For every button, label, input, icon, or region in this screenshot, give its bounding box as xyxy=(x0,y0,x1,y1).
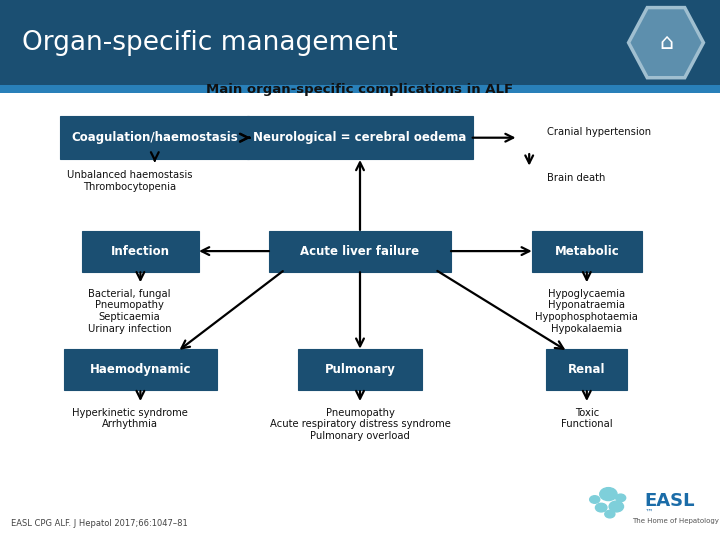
Text: Coagulation/haemostasis: Coagulation/haemostasis xyxy=(71,131,238,144)
Text: Unbalanced haemostasis
Thrombocytopenia: Unbalanced haemostasis Thrombocytopenia xyxy=(67,170,192,192)
Text: Main organ-specific complications in ALF: Main organ-specific complications in ALF xyxy=(207,83,513,96)
Circle shape xyxy=(616,494,626,502)
Text: Toxic
Functional: Toxic Functional xyxy=(561,408,613,429)
Text: Pulmonary: Pulmonary xyxy=(325,363,395,376)
FancyBboxPatch shape xyxy=(248,116,473,159)
Text: Cranial hypertension: Cranial hypertension xyxy=(547,127,652,137)
Circle shape xyxy=(595,503,607,512)
Circle shape xyxy=(609,501,624,512)
Text: Organ-specific management: Organ-specific management xyxy=(22,30,397,56)
Circle shape xyxy=(605,510,615,518)
Text: Hyperkinetic syndrome
Arrhythmia: Hyperkinetic syndrome Arrhythmia xyxy=(72,408,187,429)
Text: Bacterial, fungal
Pneumopathy
Septicaemia
Urinary infection: Bacterial, fungal Pneumopathy Septicaemi… xyxy=(88,289,171,334)
Text: Acute liver failure: Acute liver failure xyxy=(300,245,420,258)
Text: The Home of Hepatology: The Home of Hepatology xyxy=(632,518,719,524)
FancyBboxPatch shape xyxy=(298,349,422,390)
FancyBboxPatch shape xyxy=(0,0,720,85)
Text: Hypoglycaemia
Hyponatraemia
Hypophosphotaemia
Hypokalaemia: Hypoglycaemia Hyponatraemia Hypophosphot… xyxy=(536,289,638,334)
Text: EASL CPG ALF. J Hepatol 2017;66:1047–81: EASL CPG ALF. J Hepatol 2017;66:1047–81 xyxy=(11,519,187,528)
Text: Renal: Renal xyxy=(568,363,606,376)
FancyBboxPatch shape xyxy=(60,116,250,159)
FancyBboxPatch shape xyxy=(0,85,720,93)
Circle shape xyxy=(590,496,600,503)
Text: Brain death: Brain death xyxy=(547,173,606,183)
Text: EASL: EASL xyxy=(644,492,695,510)
FancyBboxPatch shape xyxy=(64,349,217,390)
Circle shape xyxy=(600,488,617,501)
Text: Neurological = cerebral oedema: Neurological = cerebral oedema xyxy=(253,131,467,144)
FancyBboxPatch shape xyxy=(269,231,451,272)
FancyBboxPatch shape xyxy=(546,349,627,390)
Polygon shape xyxy=(629,8,703,78)
Text: Pneumopathy
Acute respiratory distress syndrome
Pulmonary overload: Pneumopathy Acute respiratory distress s… xyxy=(269,408,451,441)
FancyBboxPatch shape xyxy=(531,231,642,272)
Text: Infection: Infection xyxy=(111,245,170,258)
Text: ⌂: ⌂ xyxy=(659,32,673,53)
FancyBboxPatch shape xyxy=(82,231,199,272)
Text: Metabolic: Metabolic xyxy=(554,245,619,258)
Text: ™: ™ xyxy=(645,508,654,516)
Text: Haemodynamic: Haemodynamic xyxy=(90,363,191,376)
